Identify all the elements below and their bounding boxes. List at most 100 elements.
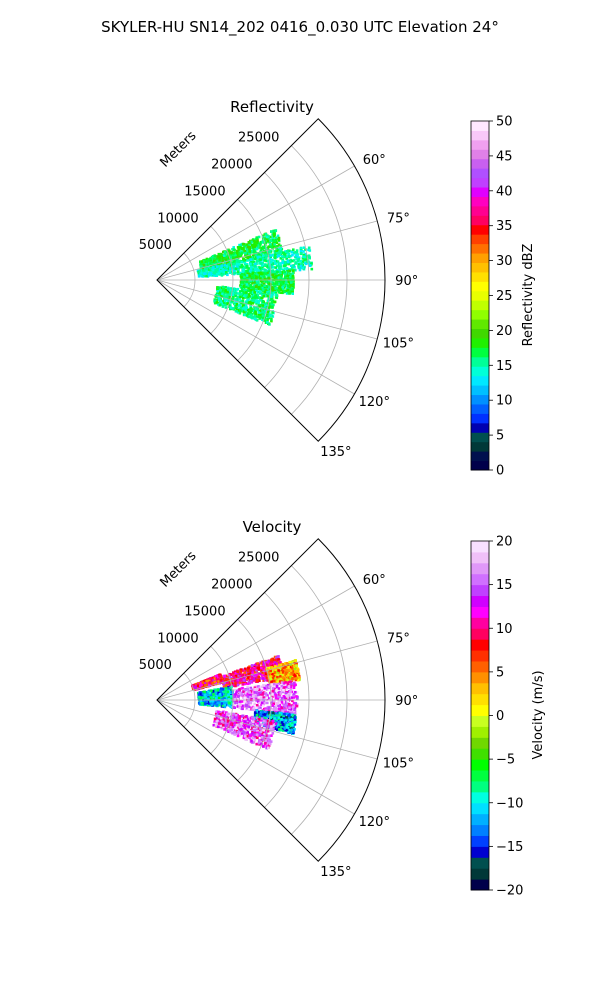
echo-gate [244,301,248,305]
echo-gate [247,666,250,670]
echo-gate [274,254,277,257]
echo-gate [228,249,231,253]
echo-gate [258,309,262,313]
echo-gate [287,286,291,289]
echo-gate [270,269,274,273]
echo-gate [214,681,217,685]
echo-gate [248,315,251,319]
echo-gate [283,270,286,274]
echo-gate [226,302,230,306]
echo-gate [224,269,227,273]
echo-gate [277,238,281,242]
echo-gate [233,271,237,275]
echo-gate [214,270,218,273]
echo-gate [259,258,262,261]
echo-gate [269,676,272,679]
figure-title: SKYLER-HU SN14_202 0416_0.030 UTC Elevat… [101,18,499,37]
echo-gate [241,704,244,708]
echo-gate [238,296,241,299]
echo-gate [301,260,304,263]
echo-gate [242,285,246,289]
echo-gate [254,311,257,314]
echo-gate [244,674,248,677]
echo-gate [255,319,259,322]
echo-gate [236,304,240,308]
echo-gate [255,299,258,302]
echo-gate [257,668,261,671]
echo-gate [276,655,280,659]
echo-gate [199,684,202,688]
echo-gate [226,681,229,685]
echo-gate [274,229,278,232]
echo-gate [241,280,244,284]
echo-gate [264,270,267,274]
echo-gate [217,678,220,682]
echo-gate [254,253,258,257]
echo-gate [267,237,271,241]
echo-gate [246,289,250,293]
echo-gate [259,672,263,676]
echo-gate [285,679,288,682]
echo-gate [287,284,290,288]
echo-gate [288,660,291,664]
echo-gate [253,309,256,312]
echo-gate [205,697,208,701]
echo-gate [297,257,301,261]
echo-gate [243,249,246,253]
echo-gate [266,683,270,687]
echo-gate [214,272,217,275]
echo-gate [287,288,290,292]
echo-gate [242,291,246,295]
echo-gate [218,703,221,707]
echo-gate [250,676,253,679]
echo-gate [249,276,252,279]
echo-gate [254,669,258,673]
echo-gate [279,277,283,281]
echo-gate [261,674,264,677]
echo-gate [243,696,247,700]
echo-gate [192,687,196,691]
echo-gate [210,703,214,706]
echo-gate [229,263,233,266]
echo-gate [211,690,215,693]
echo-gate [283,672,286,675]
echo-gate [270,317,273,321]
echo-gate [283,669,286,672]
colorbar-swatch [471,187,489,197]
echo-gate [234,305,238,309]
echo-gate [253,671,257,674]
echo-gate [195,682,198,686]
echo-gate [263,665,266,669]
echo-gate [207,272,210,276]
echo-gate [293,671,297,675]
echo-gate [253,280,257,284]
echo-gate [225,298,229,302]
echo-gate [298,268,302,272]
echo-gate [291,671,294,675]
echo-gate [248,246,251,249]
echo-gate [231,261,234,264]
echo-gate [301,266,305,270]
colorbar-swatch [471,262,489,273]
echo-gate [245,274,249,277]
echo-gate [275,241,279,244]
echo-gate [214,692,218,695]
echo-gate [215,292,219,296]
echo-gate [242,704,246,708]
echo-gate [262,696,266,700]
echo-gate [225,677,228,681]
echo-gate [291,269,295,272]
azimuth-tick-label: 90° [395,274,418,289]
echo-gate [242,310,246,314]
echo-gate [209,266,212,270]
echo-gate [241,675,244,678]
colorbar-swatch [471,139,489,150]
echo-gate [224,286,227,289]
echo-gate [264,678,267,682]
echo-gate [290,675,294,679]
reflectivity-title: Reflectivity [230,98,314,116]
echo-gate [269,660,273,664]
echo-gate [250,261,253,264]
echo-gate [223,251,227,254]
echo-gate [276,260,280,263]
